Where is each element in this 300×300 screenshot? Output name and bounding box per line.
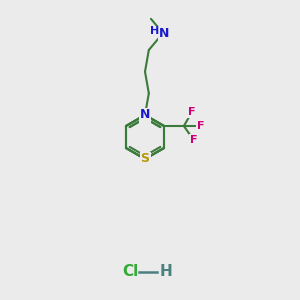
Text: H: H bbox=[150, 26, 160, 36]
Text: N: N bbox=[159, 27, 169, 40]
Text: N: N bbox=[140, 109, 150, 122]
Text: F: F bbox=[196, 121, 204, 131]
Text: F: F bbox=[190, 134, 197, 145]
Text: Cl: Cl bbox=[122, 265, 138, 280]
Text: H: H bbox=[160, 265, 172, 280]
Text: F: F bbox=[188, 107, 196, 117]
Text: S: S bbox=[140, 152, 149, 166]
